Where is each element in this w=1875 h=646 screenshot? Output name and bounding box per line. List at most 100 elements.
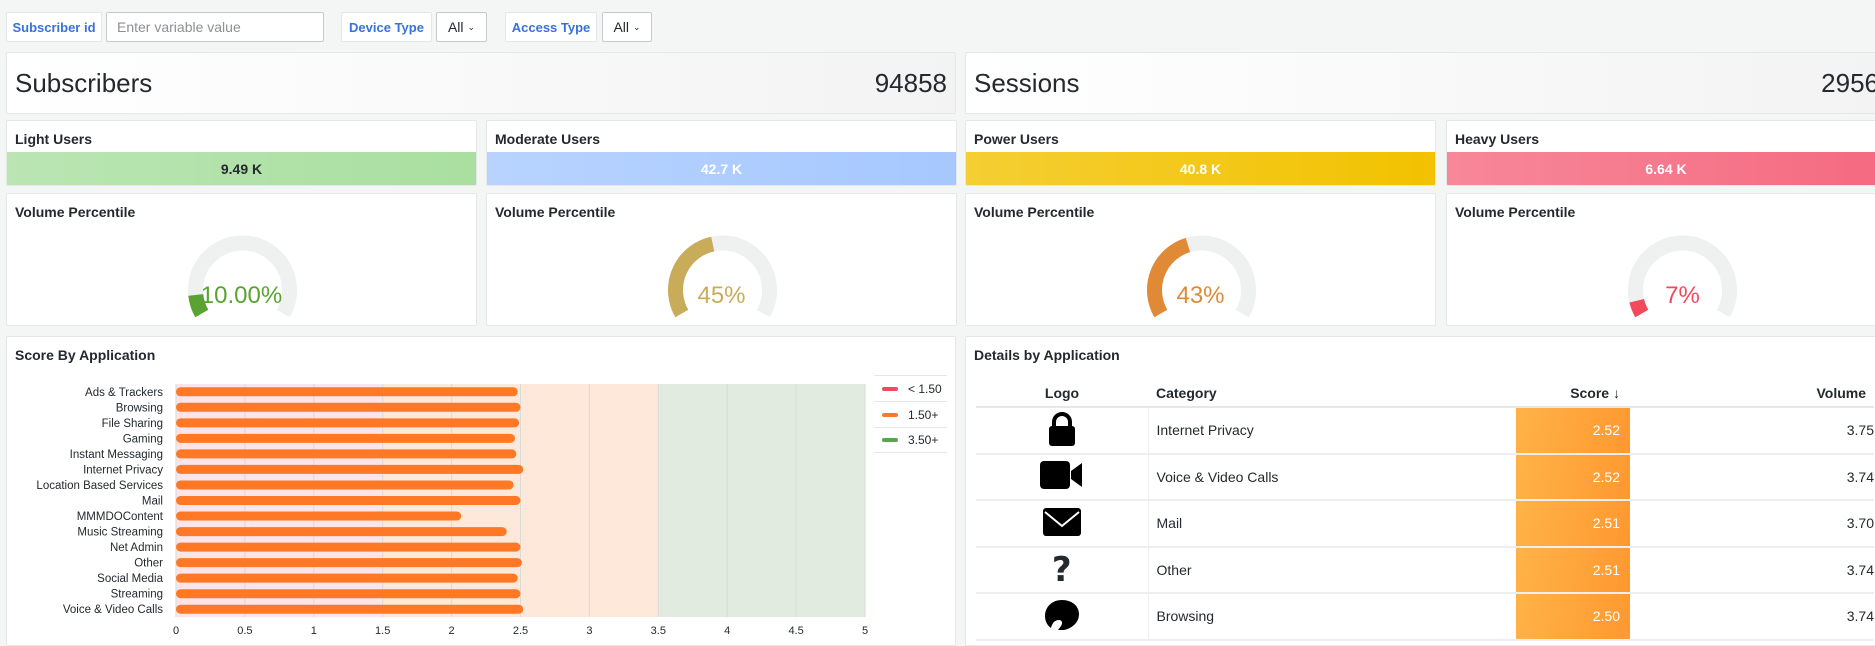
category-cell: Mail — [1148, 500, 1516, 548]
y-category-label: MMMDOContent — [77, 511, 164, 523]
globe-icon — [976, 593, 1149, 641]
column-header-score[interactable]: Score ↓ — [1516, 379, 1630, 408]
table-row[interactable]: ? Other 2.51 3.74 — [976, 546, 1874, 594]
score-bar — [176, 573, 518, 583]
score-cell: 2.50 — [1516, 593, 1630, 641]
table-row[interactable]: Mail 2.51 3.70 — [976, 500, 1874, 548]
table-row[interactable]: Internet Privacy 2.52 3.75 — [976, 407, 1874, 455]
legend-swatch — [882, 412, 898, 417]
tier-value-bar: 42.7 K — [487, 152, 956, 185]
x-tick-label: 5 — [862, 625, 868, 637]
device-type-label: Device Type — [341, 12, 432, 42]
tier-value-bar: 6.64 K — [1447, 152, 1875, 185]
y-category-label: Other — [134, 558, 163, 570]
y-category-label: Social Media — [97, 573, 163, 585]
y-category-label: Ads & Trackers — [85, 387, 163, 399]
chevron-down-icon: ⌄ — [467, 21, 476, 32]
panel-title: Details by Application — [974, 347, 1120, 363]
sessions-stat-panel: Sessions 2956 — [965, 52, 1875, 114]
gauge — [668, 235, 777, 318]
gauge-value: 45% — [697, 282, 746, 309]
column-header-volume[interactable]: Volume — [1630, 379, 1874, 408]
tier-value-bar: 40.8 K — [966, 152, 1435, 185]
question-icon: ? — [976, 546, 1149, 594]
y-category-label: Gaming — [123, 433, 163, 445]
access-type-value: All — [613, 19, 629, 35]
legend-swatch — [882, 438, 898, 442]
subscribers-value: 94858 — [874, 67, 947, 98]
x-tick-label: 2 — [449, 625, 455, 637]
score-bar — [176, 496, 521, 505]
category-cell: Internet Privacy — [1148, 407, 1516, 455]
x-tick-label: 0.5 — [237, 625, 252, 637]
score-bar — [176, 527, 507, 537]
x-tick-label: 4.5 — [788, 625, 803, 637]
column-header-logo[interactable]: Logo — [976, 379, 1148, 408]
gauge — [188, 235, 297, 318]
panel-title: Score By Application — [15, 347, 156, 363]
legend-item[interactable]: < 1.50 — [874, 375, 947, 401]
y-category-label: Net Admin — [110, 542, 163, 554]
score-bar — [176, 402, 521, 412]
score-bar — [176, 418, 520, 428]
score-header-label: Score — [1570, 384, 1610, 401]
x-tick-label: 4 — [724, 625, 730, 637]
category-cell: Browsing — [1148, 593, 1516, 641]
gauge — [1628, 235, 1737, 318]
score-cell: 2.51 — [1516, 546, 1630, 594]
score-bar — [176, 449, 517, 459]
score-cell: 2.52 — [1516, 453, 1630, 501]
access-type-label: Access Type — [505, 12, 597, 42]
legend-label: 3.50+ — [908, 433, 939, 447]
device-type-value: All — [447, 19, 464, 35]
gauge-title: Volume Percentile — [1455, 204, 1576, 220]
legend-item[interactable]: 3.50+ — [874, 427, 947, 453]
table-row[interactable]: Browsing 2.50 3.74 — [976, 593, 1874, 641]
tier-panel: Heavy Users 6.64 K — [1446, 120, 1875, 186]
volume-percentile-panel: Volume Percentile 43% — [965, 193, 1436, 326]
tier-panel: Power Users 40.8 K — [965, 120, 1436, 186]
score-bar — [176, 589, 521, 599]
score-bar — [176, 558, 522, 568]
y-category-label: Location Based Services — [36, 480, 163, 492]
y-category-label: Streaming — [111, 589, 163, 601]
device-type-select[interactable]: All ⌄ — [436, 12, 487, 42]
x-tick-label: 1.5 — [375, 625, 390, 637]
sessions-value: 2956 — [1821, 67, 1875, 98]
score-bar — [176, 604, 524, 614]
score-bar — [176, 464, 524, 474]
gauge-value: 10.00% — [200, 282, 283, 309]
table-row[interactable]: Voice & Video Calls 2.52 3.74 — [976, 453, 1874, 501]
score-cell: 2.51 — [1516, 500, 1630, 548]
column-header-category[interactable]: Category — [1148, 379, 1516, 408]
arrow-down-icon: ↓ — [1613, 384, 1620, 401]
gauge-title: Volume Percentile — [15, 204, 136, 220]
chevron-down-icon: ⌄ — [633, 21, 641, 32]
tier-title: Light Users — [15, 131, 93, 147]
y-category-label: Browsing — [116, 402, 163, 414]
x-tick-label: 3.5 — [651, 625, 666, 637]
y-category-label: Voice & Video Calls — [63, 604, 163, 616]
envelope-icon — [976, 500, 1149, 548]
tier-title: Moderate Users — [495, 131, 601, 147]
volume-percentile-panel: Volume Percentile 10.00% — [6, 193, 477, 326]
access-type-select[interactable]: All ⌄ — [602, 12, 652, 42]
tier-title: Power Users — [974, 131, 1059, 147]
video-camera-icon — [976, 453, 1149, 501]
legend-item[interactable]: 1.50+ — [874, 401, 947, 427]
score-bar-chart: 0 0.5 1 1.5 2 2.5 3 3.5 4 4.5 5 Ads & Trackers Brows… — [36, 384, 868, 637]
gauge-track — [1628, 235, 1737, 318]
legend-swatch — [882, 386, 898, 391]
x-tick-label: 3 — [586, 625, 592, 637]
details-table: Logo Category Score ↓ Volume Internet Pr… — [976, 379, 1874, 641]
score-bar — [176, 433, 515, 443]
gauge-title: Volume Percentile — [495, 204, 616, 220]
score-bar — [176, 542, 521, 552]
subscriber-id-input[interactable] — [106, 12, 324, 42]
gauge-fill — [668, 236, 715, 318]
category-cell: Other — [1148, 546, 1516, 594]
gauge — [1147, 235, 1256, 318]
y-category-label: Internet Privacy — [83, 464, 163, 476]
x-tick-label: 2.5 — [513, 625, 528, 637]
volume-cell: 3.74 — [1630, 453, 1874, 501]
